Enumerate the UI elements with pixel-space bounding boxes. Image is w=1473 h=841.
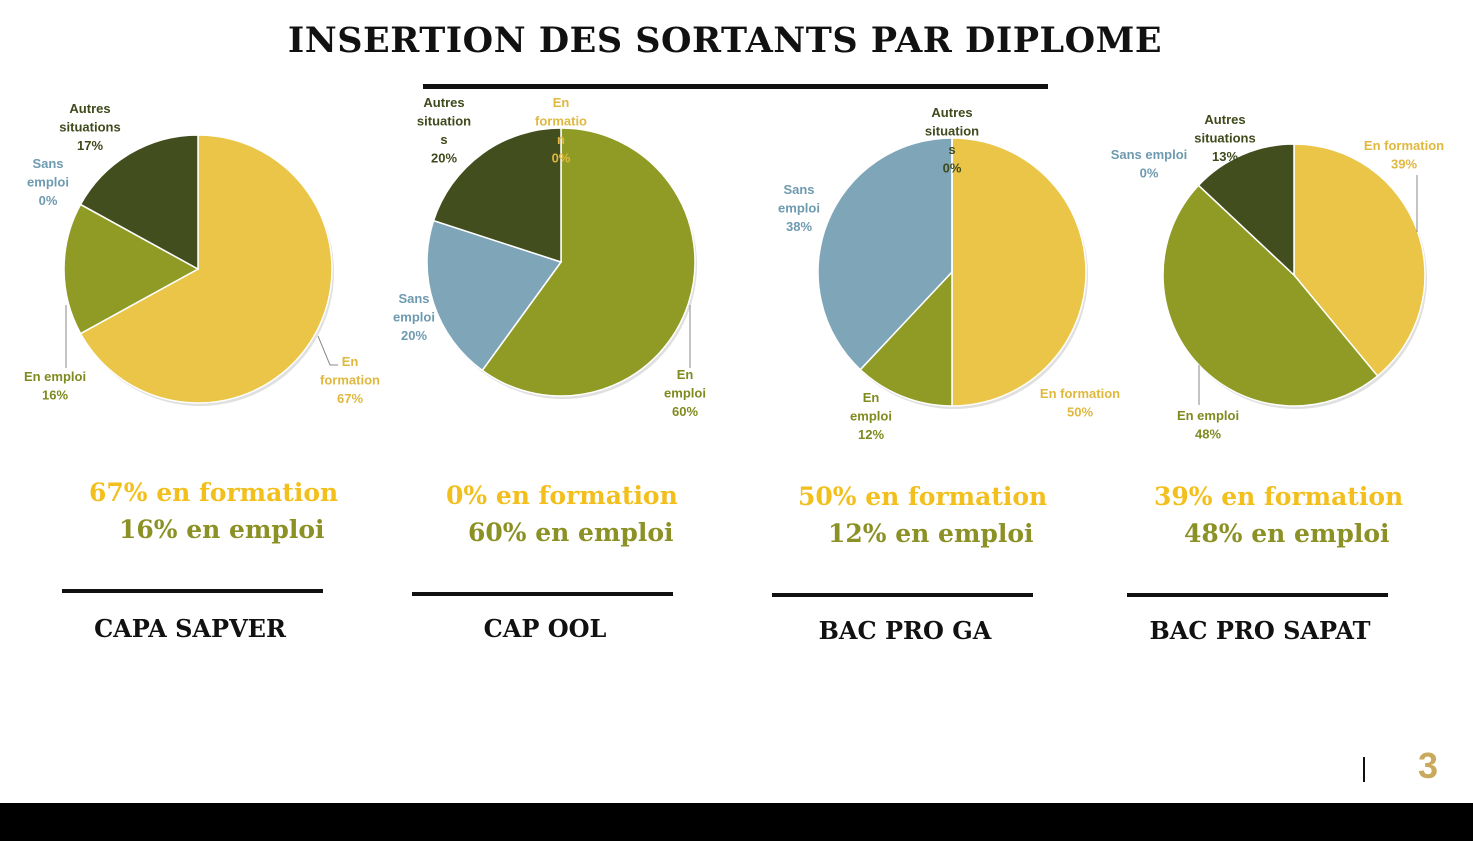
pie-chart-bac-pro-ga: En formation 50% En emploi 12% Sans emploi 38% A… (778, 105, 1120, 442)
leader-line-en-formation-capa-sapver (317, 335, 338, 366)
data-label-en-emploi-bac-pro-ga: En emploi 12% (850, 390, 892, 442)
data-label-en-formation-capa-sapver: En formation 67% (320, 354, 380, 406)
data-label-sans-emploi-bac-pro-ga: Sans emploi 38% (778, 182, 820, 234)
pie-slice-en-emploi-bac-pro-sapat (1162, 184, 1379, 407)
pie-slice-en-emploi-capa-sapver (63, 203, 200, 335)
data-label-autres-situations-cap-ool: Autres situation s 20% (417, 95, 471, 166)
summary-emploi-bac-pro-ga: 12% en emploi (828, 519, 1034, 548)
pie-slice-autres-situations-capa-sapver (79, 134, 199, 271)
summary-formation-cap-ool: 0% en formation (446, 481, 678, 510)
footer-bar (0, 803, 1473, 841)
data-label-sans-emploi-capa-sapver: Sans emploi 0% (27, 156, 69, 208)
pie-charts: En formation 67%En emploi 16%Sans emploi 0%Au… (24, 95, 1444, 442)
pie-chart-capa-sapver: En formation 67% En emploi 16% Sans emploi 0%Au… (24, 101, 380, 406)
pie-slice-en-emploi-bac-pro-ga (859, 270, 953, 407)
pie-slice-autres-situations-cap-ool (432, 127, 562, 264)
summary-formation-bac-pro-ga: 50% en formation (798, 482, 1048, 511)
summary-formation-capa-sapver: 67% en formation (89, 478, 339, 507)
divider-cap-ool (412, 592, 673, 596)
diploma-label-cap-ool: CAP OOL (483, 614, 607, 643)
data-label-en-emploi-cap-ool: En emploi 60% (664, 367, 706, 419)
data-label-en-formation-cap-ool: En formatio n 0% (535, 95, 587, 166)
data-label-en-emploi-bac-pro-sapat: En emploi 48% (1177, 408, 1239, 442)
summary-formation-bac-pro-sapat: 39% en formation (1154, 482, 1404, 511)
pie-chart-cap-ool: En formatio n 0% En emploi 60% Sans emploi 20% Aut… (393, 95, 706, 419)
summary-emploi-capa-sapver: 16% en emploi (119, 515, 325, 544)
divider-bac-pro-ga (772, 593, 1033, 597)
data-label-autres-situations-bac-pro-ga: Autres situation s 0% (925, 105, 979, 176)
data-label-en-formation-bac-pro-ga: En formation 50% (1040, 386, 1120, 420)
diploma-label-capa-sapver: CAPA SAPVER (94, 614, 286, 643)
title-underline (423, 84, 1048, 89)
pie-slice-en-formation-bac-pro-ga (951, 137, 1087, 407)
pie-slice-en-emploi-cap-ool (481, 127, 696, 397)
diploma-label-bac-pro-ga: BAC PRO GA (818, 616, 992, 645)
pie-slice-sans-emploi-cap-ool (426, 219, 563, 372)
pie-slice-en-formation-capa-sapver (79, 134, 333, 404)
data-label-en-emploi-capa-sapver: En emploi 16% (24, 369, 86, 403)
data-label-sans-emploi-cap-ool: Sans emploi 20% (393, 291, 435, 343)
data-label-sans-emploi-bac-pro-sapat: Sans emploi 0% (1111, 147, 1188, 181)
page-number: 3 (1418, 745, 1439, 786)
data-label-autres-situations-capa-sapver: Autres situations 17% (59, 101, 120, 153)
page-number-separator (1363, 757, 1365, 782)
diploma-label-bac-pro-sapat: BAC PRO SAPAT (1149, 616, 1371, 645)
divider-bac-pro-sapat (1127, 593, 1388, 597)
pie-slice-autres-situations-bac-pro-sapat (1197, 143, 1295, 277)
data-label-autres-situations-bac-pro-sapat: Autres situations 13% (1194, 112, 1255, 164)
data-label-en-formation-bac-pro-sapat: En formation 39% (1364, 138, 1444, 172)
divider-capa-sapver (62, 589, 323, 593)
pie-slice-sans-emploi-bac-pro-ga (817, 137, 953, 371)
summary-emploi-bac-pro-sapat: 48% en emploi (1184, 519, 1390, 548)
pie-chart-bac-pro-sapat: En formation 39% En emploi 48% Sans emploi 0%… (1111, 112, 1444, 442)
summary-emploi-cap-ool: 60% en emploi (468, 518, 674, 547)
page-title: INSERTION DES SORTANTS PAR DIPLOME (287, 20, 1163, 61)
